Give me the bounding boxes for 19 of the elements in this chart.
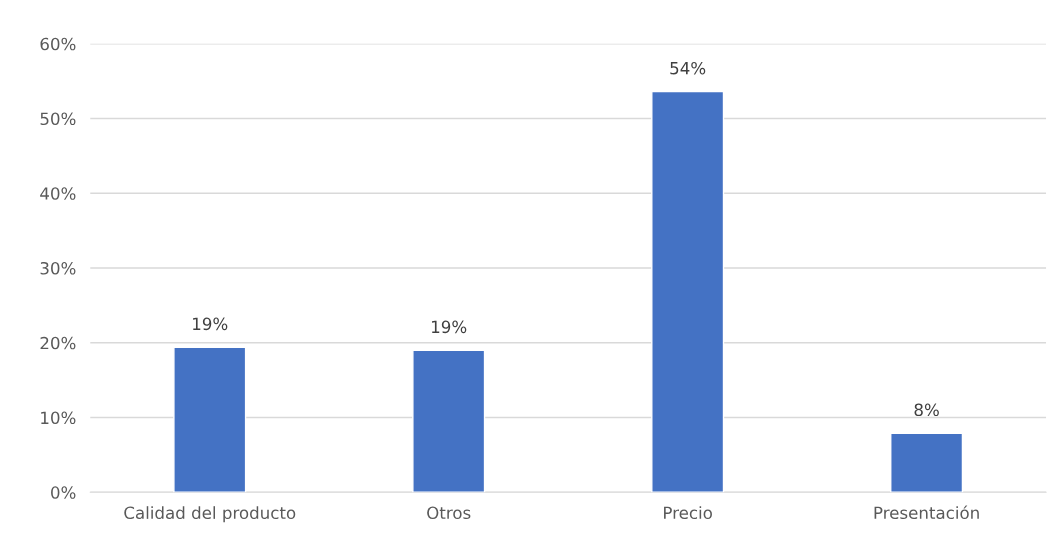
bar [173, 346, 247, 493]
x-tick-label: Precio [664, 506, 712, 520]
bar [412, 349, 486, 493]
y-tick-label: 10% [41, 411, 76, 425]
data-label: 19% [193, 317, 228, 331]
bar [651, 90, 725, 493]
data-label: 8% [914, 403, 939, 417]
data-label: 19% [432, 320, 467, 334]
x-tick-label: Presentación [874, 505, 979, 520]
x-tick-label: Calidad del producto [124, 506, 296, 523]
x-tick-label: Otros [427, 506, 471, 520]
y-tick-label: 40% [40, 187, 76, 200]
y-tick-label: 60% [40, 37, 76, 51]
data-label: 54% [670, 61, 706, 75]
y-tick-label: 30% [40, 261, 76, 275]
y-tick-label: 20% [40, 336, 76, 350]
y-tick-label: 50% [40, 112, 76, 126]
y-tick-label: 0% [51, 486, 76, 499]
bar [890, 432, 964, 493]
